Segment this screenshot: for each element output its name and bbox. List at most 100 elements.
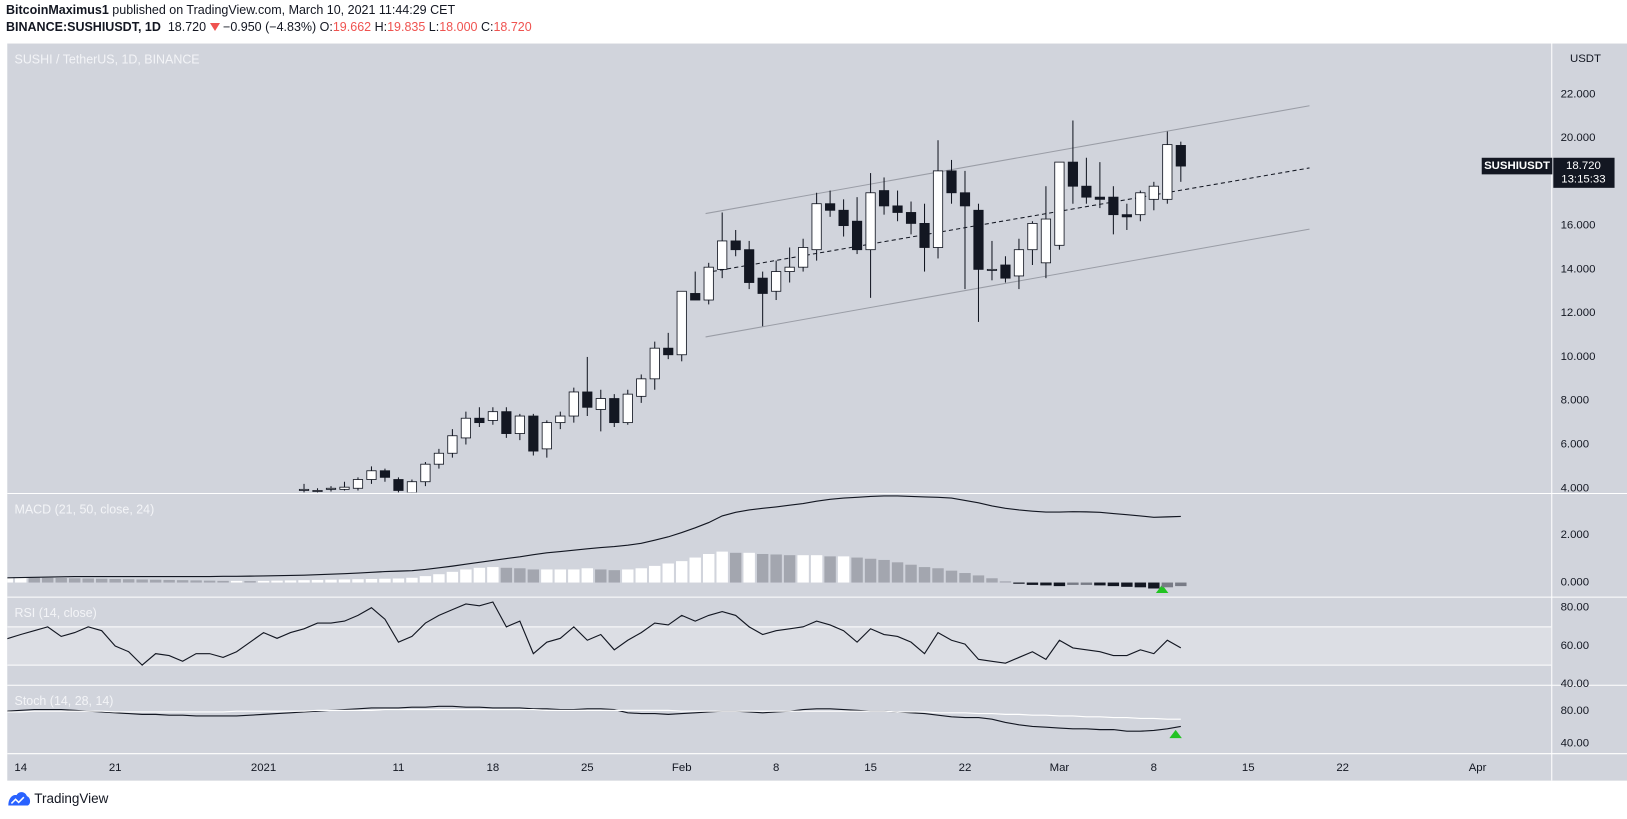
histogram-bar bbox=[581, 568, 594, 583]
chart-background bbox=[7, 43, 1627, 781]
signal-arrow bbox=[1169, 729, 1182, 739]
candle-body bbox=[460, 417, 471, 439]
price-tag-label: 18.720 bbox=[1566, 160, 1601, 172]
candle-body bbox=[663, 347, 674, 356]
y-tick-label: 80.00 bbox=[1561, 602, 1590, 614]
x-tick-label: 8 bbox=[773, 762, 779, 774]
pane-plot bbox=[7, 495, 1187, 589]
histogram-bar bbox=[1080, 582, 1093, 585]
candle-body bbox=[1067, 161, 1078, 187]
o-value: 19.662 bbox=[332, 20, 372, 34]
candle-body bbox=[528, 415, 539, 452]
x-tick-label: 8 bbox=[1151, 762, 1157, 774]
histogram-bar bbox=[945, 570, 958, 583]
histogram-bar bbox=[959, 573, 971, 583]
histogram-bar bbox=[554, 569, 567, 583]
candle-body bbox=[325, 487, 337, 490]
histogram-bar bbox=[1013, 582, 1025, 584]
down-arrow bbox=[209, 23, 220, 31]
pane-title: RSI (14, close) bbox=[15, 606, 97, 620]
x-tick-label: 25 bbox=[581, 762, 594, 774]
header-line: BINANCE:SUSHIUSDT, 1D 18.720 −0.950 (−4.… bbox=[6, 19, 532, 36]
candle-body bbox=[784, 266, 795, 272]
candle-body bbox=[474, 417, 485, 424]
histogram-bar bbox=[635, 568, 647, 583]
axis-unit: USDT bbox=[1570, 53, 1601, 65]
y-tick-label: 2.000 bbox=[1561, 529, 1590, 541]
y-tick-label: 14.000 bbox=[1561, 263, 1596, 275]
candle-body bbox=[771, 271, 782, 292]
histogram-bar bbox=[325, 579, 337, 583]
signal-arrow bbox=[1155, 584, 1169, 593]
candle-body bbox=[447, 435, 458, 454]
candle-body bbox=[851, 220, 863, 251]
y-tick-label: 6.000 bbox=[1561, 439, 1590, 451]
histogram-bar bbox=[1175, 582, 1187, 587]
tradingview-logo bbox=[8, 792, 31, 806]
pane-title: Stoch (14, 28, 14) bbox=[15, 694, 114, 708]
price-tag-value bbox=[1553, 157, 1615, 188]
histogram-bar bbox=[338, 579, 351, 583]
c-label: C: bbox=[480, 20, 494, 34]
candle-body bbox=[379, 470, 391, 478]
candle-body bbox=[690, 293, 701, 301]
macd-line bbox=[7, 495, 1181, 579]
histogram-bar bbox=[284, 580, 297, 583]
candle-body bbox=[973, 209, 984, 270]
last-price: 18.720 bbox=[167, 20, 207, 34]
candle-body bbox=[514, 415, 525, 434]
channel-lower bbox=[705, 228, 1310, 338]
indicator-line bbox=[7, 705, 1181, 732]
histogram-bar bbox=[783, 555, 796, 583]
pane-plot bbox=[7, 601, 1552, 666]
histogram-bar bbox=[810, 555, 823, 583]
x-tick-label: 21 bbox=[109, 762, 122, 774]
histogram-bar bbox=[1134, 582, 1147, 588]
y-tick-label: 8.000 bbox=[1561, 395, 1590, 407]
histogram-bar bbox=[1121, 582, 1133, 587]
histogram-bar bbox=[676, 561, 688, 583]
histogram-bar bbox=[69, 578, 81, 583]
price-tag-countdown: 13:15:33 bbox=[1561, 174, 1605, 186]
histogram-bar bbox=[406, 577, 418, 583]
histogram-bar bbox=[756, 553, 769, 583]
histogram-bar bbox=[864, 558, 877, 583]
candle-body bbox=[1148, 185, 1159, 200]
y-tick-label: 60.00 bbox=[1561, 640, 1590, 652]
x-tick-label: 22 bbox=[959, 762, 972, 774]
candle-body bbox=[730, 240, 741, 251]
histogram-bar bbox=[729, 552, 742, 583]
candle-body bbox=[811, 203, 822, 251]
channel-upper bbox=[705, 105, 1310, 215]
histogram-bar bbox=[595, 569, 607, 583]
histogram-bar bbox=[608, 570, 620, 583]
y-tick-label: 80.00 bbox=[1561, 705, 1590, 717]
y-tick-label: 20.000 bbox=[1561, 132, 1596, 144]
header-line: BitcoinMaximus1 published on TradingView… bbox=[6, 2, 532, 19]
x-tick-label: 15 bbox=[1242, 762, 1255, 774]
candle-body bbox=[555, 415, 566, 424]
x-tick-label: 2021 bbox=[251, 762, 276, 774]
histogram-bar bbox=[15, 577, 27, 583]
indicator-line bbox=[7, 601, 1182, 666]
histogram-bar bbox=[55, 578, 67, 583]
down-arrow-shape bbox=[209, 23, 220, 31]
candle-body bbox=[919, 223, 930, 248]
candle-body bbox=[986, 268, 998, 271]
histogram-bar bbox=[7, 577, 13, 583]
candle-body bbox=[406, 481, 418, 493]
price-tag bbox=[1481, 157, 1553, 175]
candle-body bbox=[1162, 144, 1173, 200]
histogram-bar bbox=[136, 579, 148, 583]
histogram-bar bbox=[1094, 582, 1106, 586]
histogram-bar bbox=[392, 578, 405, 583]
publisher: BitcoinMaximus1 bbox=[6, 3, 109, 17]
candle-body bbox=[1135, 192, 1146, 216]
y-tick-label: 40.00 bbox=[1561, 678, 1590, 690]
histogram-bar bbox=[28, 577, 40, 583]
candle-body bbox=[1027, 223, 1038, 251]
candle-body bbox=[932, 170, 944, 248]
y-tick-label: 40.00 bbox=[1561, 737, 1590, 749]
